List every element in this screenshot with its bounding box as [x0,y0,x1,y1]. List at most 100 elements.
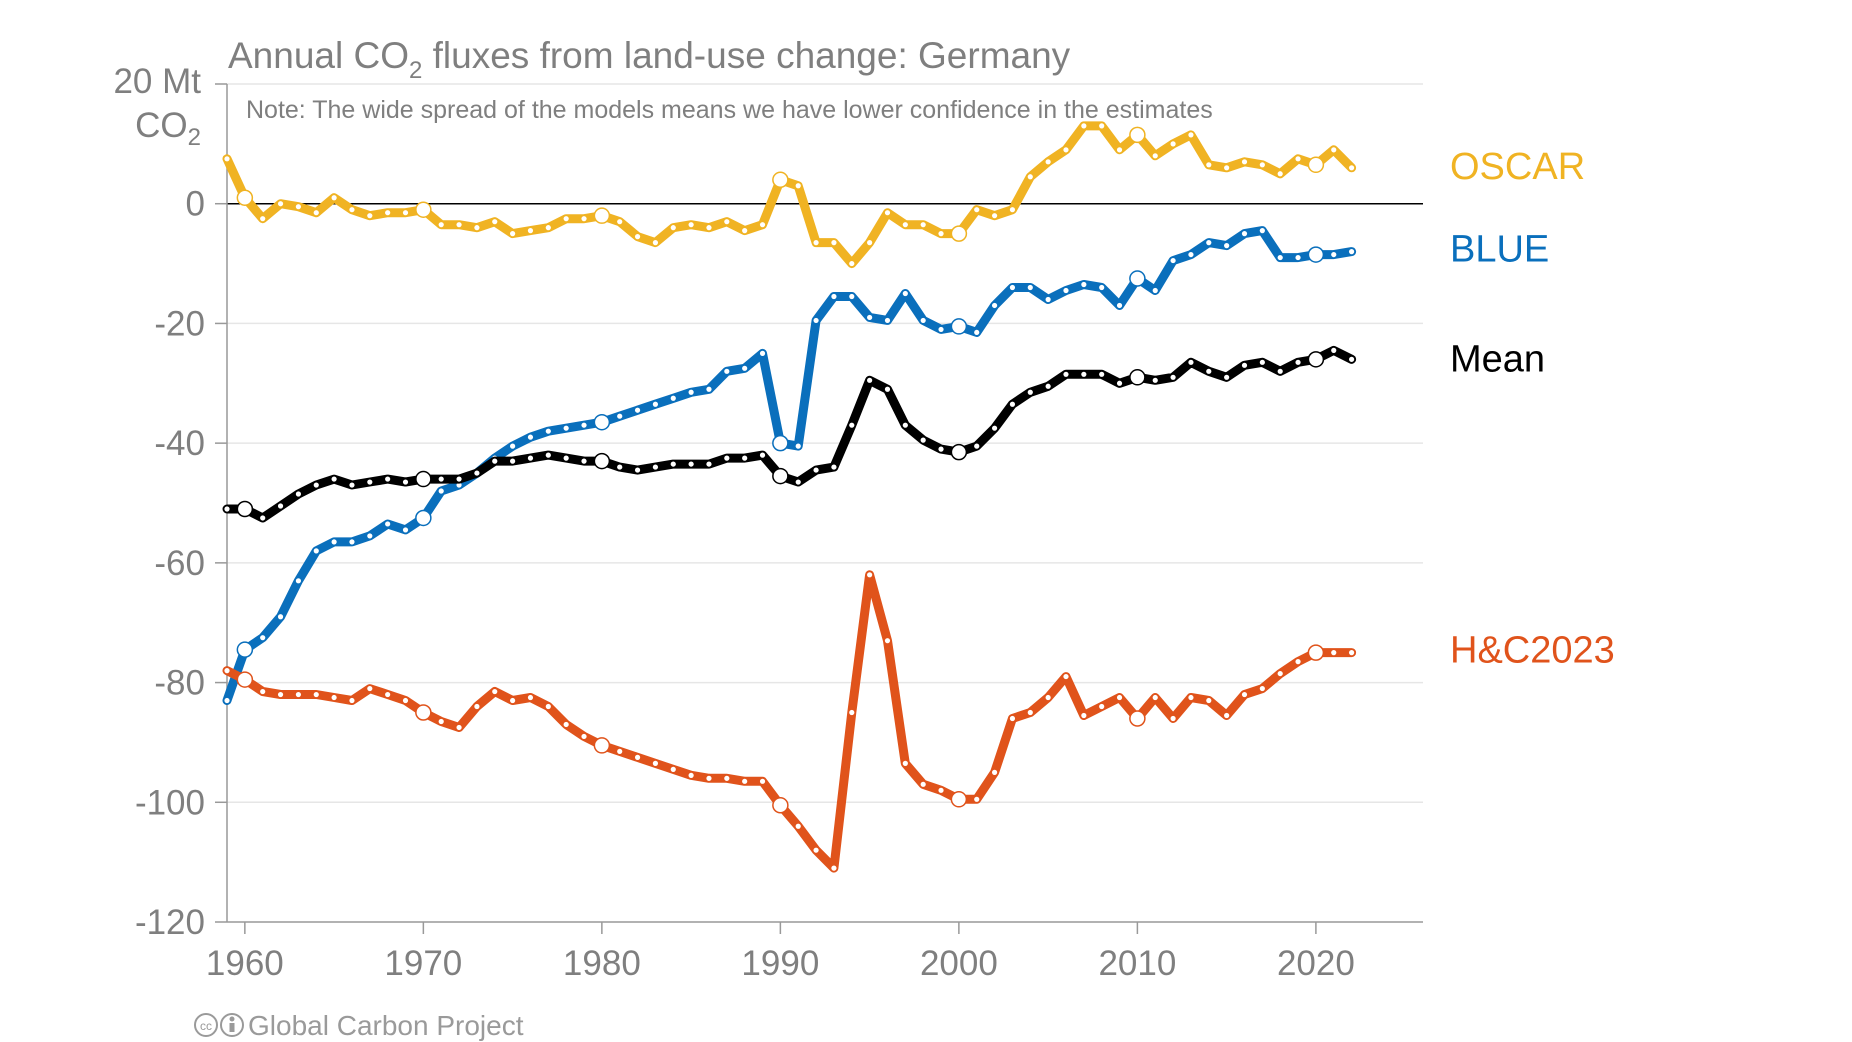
data-point [385,210,391,216]
y-unit-label-co2: CO2 [135,106,201,151]
legend-label: H&C2023 [1450,630,1615,672]
data-point [367,685,373,692]
data-point [1045,694,1051,701]
legend-label: BLUE [1450,229,1549,271]
data-point [1152,694,1158,701]
data-point [1152,287,1158,294]
data-point [759,778,766,784]
data-point [331,195,337,201]
data-point [884,638,891,644]
data-point [402,527,409,533]
data-point [724,775,730,781]
data-point [1295,156,1301,162]
x-tick-label: 2020 [1277,944,1355,983]
data-point [1170,374,1176,380]
data-point [1027,389,1033,395]
data-point [1206,697,1212,704]
data-point [545,225,551,231]
data-point [402,210,409,216]
data-point [742,778,748,784]
gridlines [227,83,1423,804]
data-point [1009,284,1016,291]
series-line-oscar [222,121,1357,269]
data-point [593,413,611,431]
data-point [1307,351,1325,368]
data-point [974,443,980,449]
data-point [236,500,254,518]
data-point [1027,709,1033,716]
data-point [1009,401,1016,407]
data-point [1116,302,1123,309]
data-point [1170,257,1176,264]
data-point [527,228,534,234]
data-point [950,225,968,242]
data-point [831,293,837,300]
data-point [938,446,944,452]
data-point [1331,147,1337,153]
data-point [260,688,266,695]
data-point [634,754,641,760]
data-point [991,213,998,219]
data-point [772,797,789,814]
data-point [670,461,676,467]
data-point [563,455,569,461]
data-point [652,240,659,246]
data-point [1348,249,1355,255]
data-point [236,641,254,658]
data-point [1081,712,1087,719]
y-tick-label: -40 [154,424,205,463]
data-point [950,791,968,808]
y-tick-label: -80 [154,664,205,703]
data-point [1277,368,1283,374]
data-point [1170,141,1176,147]
y-tick-label: 0 [186,185,205,224]
data-point [563,216,569,222]
data-point [1295,659,1301,665]
data-point [742,365,748,371]
data-point [1277,171,1283,177]
data-point [545,428,551,434]
footer: cc Global Carbon Project [194,1010,524,1041]
data-point [1027,174,1033,180]
data-point [1348,356,1355,362]
data-point [1009,715,1016,722]
data-point [492,458,498,464]
y-tick-label: -120 [135,903,205,942]
data-point [652,464,659,470]
data-point [813,467,819,473]
data-point [1116,380,1123,386]
data-point [813,240,819,246]
data-point [867,314,873,321]
creative-commons-icon: cc [194,1013,244,1037]
data-point [795,183,801,189]
data-point [415,201,432,218]
data-point [1063,147,1069,153]
data-point [867,377,873,383]
data-point [367,479,373,485]
data-point [920,222,926,228]
x-tick-label: 2000 [920,944,998,983]
data-point [456,724,462,731]
data-point [1009,207,1016,213]
data-point [920,437,926,443]
data-point [772,434,789,452]
data-point [772,171,789,189]
data-point [849,293,855,300]
data-point [438,476,444,482]
data-point [224,506,230,512]
series-group [222,121,1357,873]
data-point [331,476,337,482]
data-point [415,470,432,488]
data-point [593,737,611,754]
data-point [224,668,230,674]
data-point [402,479,409,485]
data-point [688,772,694,778]
data-point [1307,644,1325,661]
legend-label: Mean [1450,338,1545,380]
data-point [1224,712,1230,719]
data-point [349,482,355,488]
data-point [688,389,694,395]
data-point [742,228,748,234]
data-point [849,422,855,428]
